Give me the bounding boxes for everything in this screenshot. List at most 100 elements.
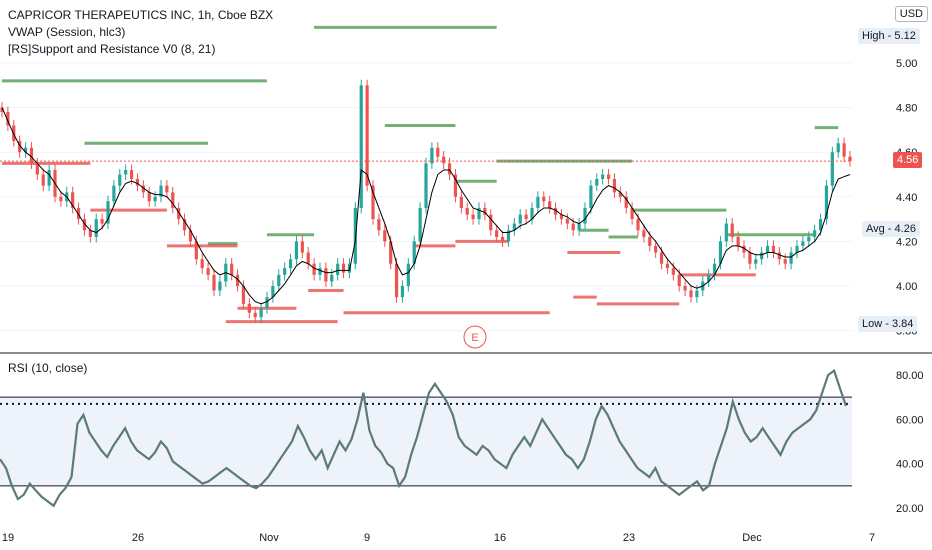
time-tick-label: 19 [2, 532, 14, 544]
earnings-label: E [471, 332, 478, 344]
time-tick-label: 23 [623, 532, 635, 544]
candle-body [636, 219, 640, 231]
candle-body [47, 170, 51, 186]
candle-body [100, 219, 104, 224]
candle-body [371, 185, 375, 220]
rsi-tick-label: 20.00 [896, 503, 924, 515]
candle-body [612, 178, 617, 193]
candle-body [247, 303, 251, 313]
candle-body [147, 192, 151, 202]
price-grid [0, 62, 852, 332]
candle-body [736, 236, 740, 246]
candle-body [724, 223, 728, 242]
time-tick-label: 9 [364, 532, 370, 544]
candle-body [112, 185, 116, 202]
candle-body [777, 252, 781, 260]
candle-body [589, 185, 593, 208]
candle-body [836, 143, 840, 153]
price-axis: 5.004.804.604.404.204.003.80 [896, 58, 917, 338]
candle-body [230, 263, 234, 275]
price-tick-label: 4.00 [896, 281, 917, 293]
candle-body [118, 174, 122, 186]
candle-body [288, 259, 293, 269]
candle-body [35, 163, 39, 175]
vwap-legend[interactable]: VWAP (Session, hlc3) [8, 25, 126, 39]
candle-body [813, 230, 817, 237]
avg-badge: Avg - 4.26 [862, 221, 920, 237]
time-tick-label: 7 [869, 532, 875, 544]
candle-body [707, 274, 711, 282]
rsi-tick-label: 60.00 [896, 414, 924, 426]
time-tick-label: Nov [259, 532, 279, 544]
candle-body [601, 174, 605, 179]
candle-body [153, 196, 157, 202]
candle-body [300, 241, 304, 253]
candle-body [689, 290, 693, 298]
rsi-pane [0, 396, 852, 487]
candle-body [94, 219, 98, 237]
candle-body [548, 201, 552, 208]
candle-body [0, 107, 4, 113]
time-tick-label: 16 [494, 532, 506, 544]
candle-body [695, 290, 699, 298]
candle-body [200, 259, 204, 269]
candle-body [742, 245, 746, 253]
candle-body [171, 192, 175, 208]
last-price-badge: 4.56 [893, 152, 923, 168]
candle-body [583, 207, 587, 224]
candle-body [524, 214, 528, 220]
candle-body [135, 178, 140, 186]
candle-body [754, 259, 758, 264]
candle-body [318, 268, 322, 275]
candle-body [188, 230, 193, 242]
candle-body [459, 196, 463, 208]
low-badge: Low - 3.84 [858, 316, 918, 332]
candle-body [471, 214, 475, 220]
sr-legend[interactable]: [RS]Support and Resistance V0 (8, 21) [8, 42, 216, 56]
chart-title: CAPRICOR THERAPEUTICS INC, 1h, Cboe BZX [8, 8, 274, 22]
candle-body [495, 230, 499, 237]
candle-body [447, 163, 452, 175]
candle-body [518, 214, 522, 224]
candle-body [129, 170, 134, 179]
candle-body [442, 156, 446, 164]
currency-button[interactable]: USD [894, 6, 928, 22]
candle-body [182, 219, 187, 231]
rsi-axis: 80.00 60.00 40.00 20.00 [896, 370, 924, 515]
candle-body [683, 286, 687, 291]
candle-body [106, 201, 110, 224]
candle-body [141, 185, 145, 193]
candle-body [648, 236, 652, 246]
candle-body [453, 174, 458, 197]
candle-body [165, 185, 169, 193]
candle-body [259, 308, 263, 318]
candle-body [41, 174, 45, 186]
vwap-line [1, 107, 851, 305]
candle-body [807, 236, 811, 242]
candle-body [795, 245, 799, 253]
candle-body [359, 85, 363, 208]
candle-body [18, 141, 22, 153]
candle-body [659, 252, 664, 264]
candle-body [500, 236, 505, 242]
candle-body [336, 263, 340, 275]
rsi-band-fill [0, 397, 852, 486]
candle-body [765, 245, 770, 253]
price-tick-label: 5.00 [896, 58, 917, 70]
candle-body [124, 170, 128, 175]
price-tick-label: 4.20 [896, 236, 917, 248]
candle-body [718, 241, 723, 264]
candle-body [465, 207, 469, 215]
rsi-legend[interactable]: RSI (10, close) [8, 361, 88, 375]
candle-body [512, 223, 516, 231]
candle-body [389, 241, 393, 264]
candle-body [553, 207, 558, 215]
candle-body [577, 223, 581, 231]
candle-body [506, 230, 511, 242]
candle-body [642, 230, 646, 237]
candle-body [595, 178, 599, 186]
candle-body [6, 112, 10, 126]
candle-body [212, 274, 216, 291]
candle-body [748, 252, 752, 264]
